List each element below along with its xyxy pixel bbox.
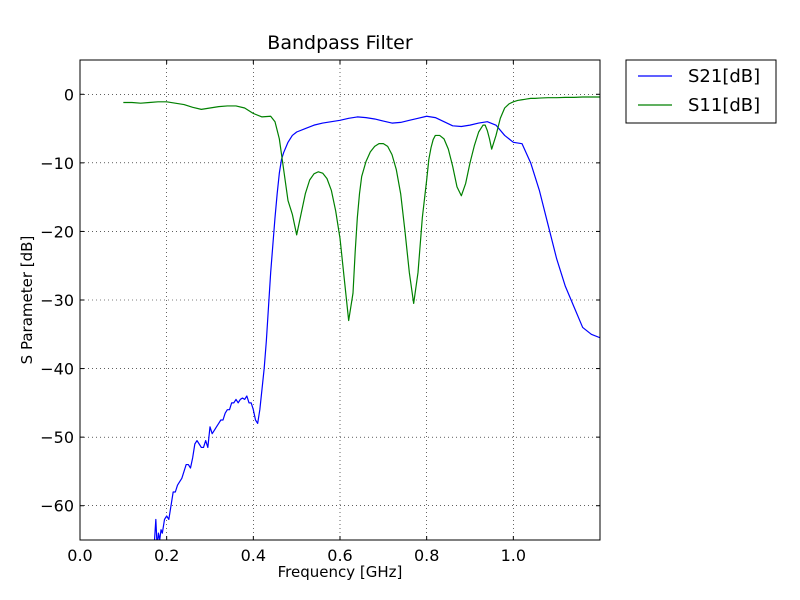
legend: S21[dB] S11[dB] <box>625 59 777 124</box>
y-axis-label: S Parameter [dB] <box>18 236 36 365</box>
x-tick-label: 0.0 <box>67 546 92 565</box>
y-tick-label: 0 <box>64 85 74 104</box>
legend-label-s21: S21[dB] <box>688 66 760 87</box>
legend-label-s11: S11[dB] <box>688 95 760 116</box>
grid <box>80 60 600 540</box>
x-tick-label: 0.6 <box>327 546 352 565</box>
y-tick-label: −20 <box>40 222 74 241</box>
y-tick-label: −30 <box>40 291 74 310</box>
axis-ticks: 0.0 0.2 0.4 0.6 0.8 1.0 0 −10 −20 −30 −40 −50 −60 <box>40 60 600 565</box>
legend-box <box>625 59 777 124</box>
x-tick-label: 0.2 <box>154 546 179 565</box>
x-tick-label: 0.4 <box>241 546 266 565</box>
y-tick-label: −50 <box>40 428 74 447</box>
x-tick-label: 0.8 <box>414 546 439 565</box>
x-tick-label: 1.0 <box>501 546 526 565</box>
chart-title: Bandpass Filter <box>267 32 413 54</box>
series-line-s21 <box>153 115 600 540</box>
y-tick-label: −40 <box>40 360 74 379</box>
y-tick-label: −60 <box>40 497 74 516</box>
y-tick-label: −10 <box>40 154 74 173</box>
x-axis-label: Frequency [GHz] <box>278 563 403 581</box>
series-line-s11 <box>123 96 600 322</box>
series-lines <box>123 96 600 540</box>
plot-frame <box>79 59 601 541</box>
